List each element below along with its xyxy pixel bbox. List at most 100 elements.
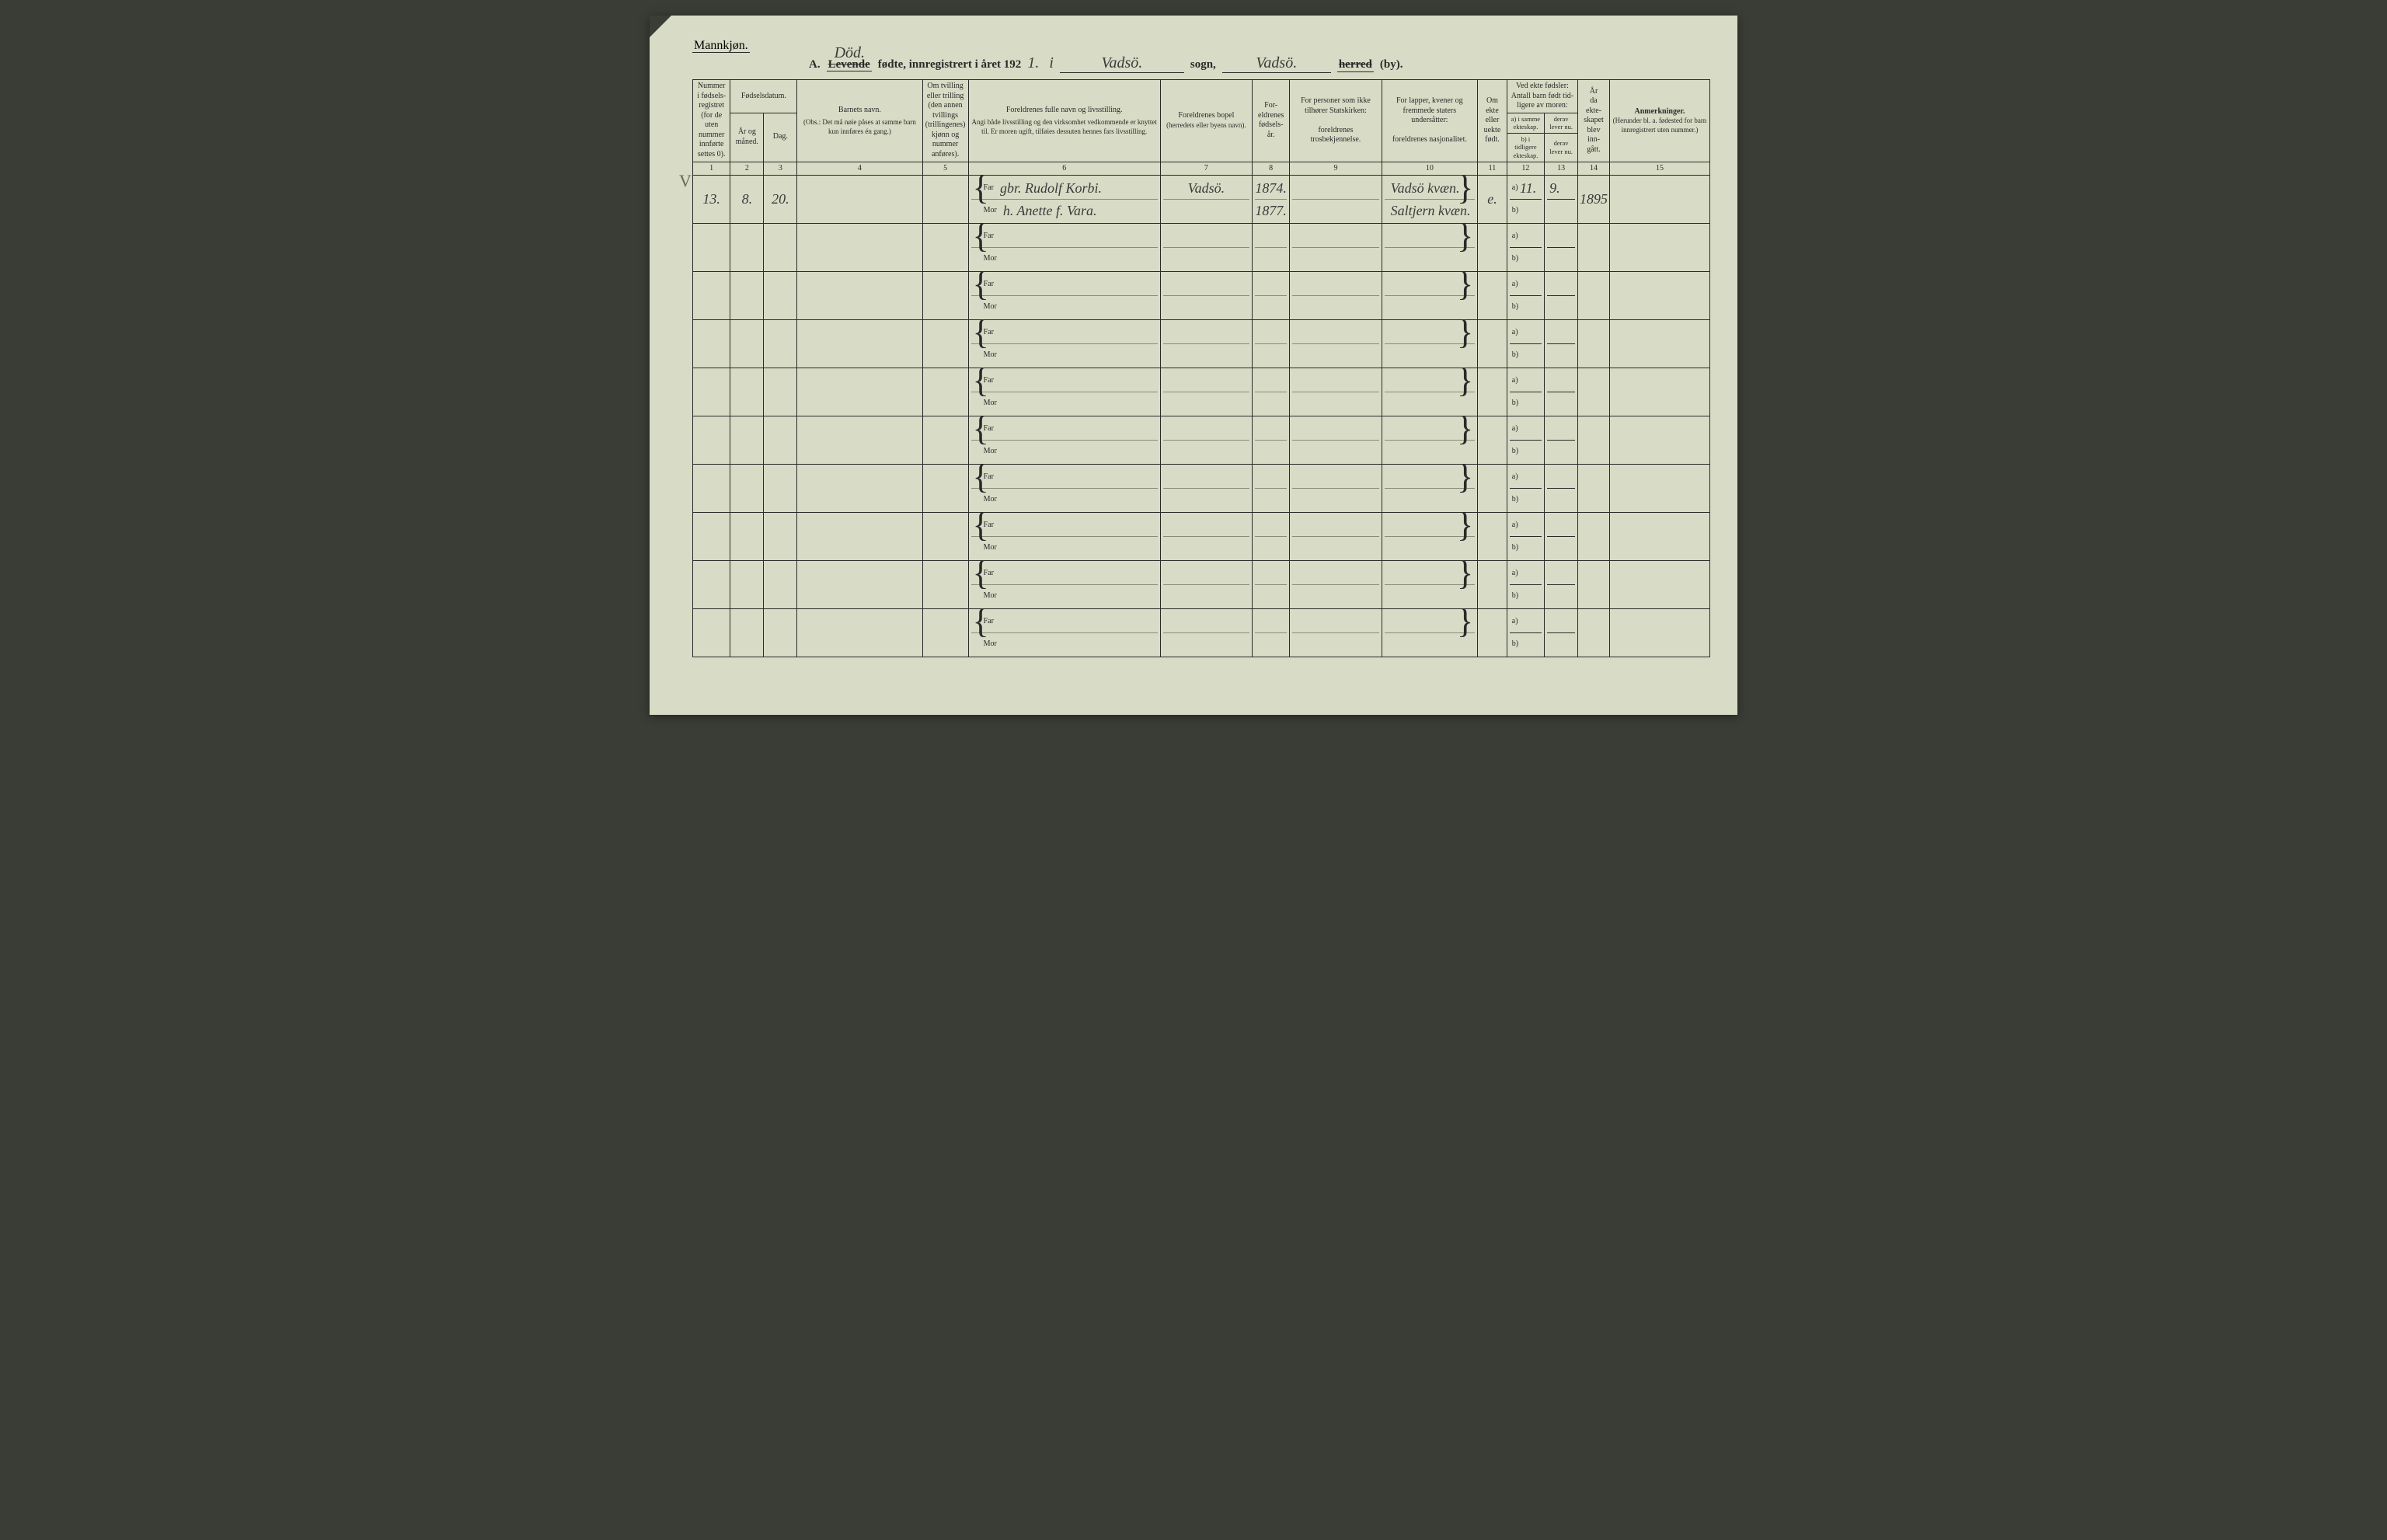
col-5-header: Om tvillingeller trilling(den annentvill… (922, 80, 968, 162)
cell: 13. (693, 176, 730, 224)
herred-value: Vadsö. (1222, 54, 1331, 73)
cell: } (1382, 609, 1478, 657)
cell (1160, 416, 1252, 465)
cell: 20. (764, 176, 797, 224)
cell (797, 609, 922, 657)
sogn-value: Vadsö. (1060, 54, 1184, 73)
table-row: {Far Mor } a) b) (693, 416, 1710, 465)
cell (693, 513, 730, 561)
table-row: {Far Mor } a) b) (693, 224, 1710, 272)
cell: a) b) (1507, 609, 1544, 657)
cell (1253, 561, 1290, 609)
cell (1290, 368, 1382, 416)
cell (1160, 561, 1252, 609)
cell: 8. (730, 176, 764, 224)
col-10-header: For lapper, kvener ogfremmede statersund… (1382, 80, 1478, 162)
cell (1290, 416, 1382, 465)
cell (922, 465, 968, 513)
table-row: {Far Mor } a) b) (693, 609, 1710, 657)
cell: 1874.1877. (1253, 176, 1290, 224)
cell (797, 320, 922, 368)
cell (1545, 368, 1578, 416)
cell (730, 513, 764, 561)
cell (730, 320, 764, 368)
cell (1478, 320, 1507, 368)
cell (764, 465, 797, 513)
col-6-header: Foreldrenes fulle navn og livsstilling. … (968, 80, 1160, 162)
cell (1160, 465, 1252, 513)
table-row: {Far Mor } a) b) (693, 465, 1710, 513)
cell: 9. (1545, 176, 1578, 224)
cell (1253, 609, 1290, 657)
cell (764, 416, 797, 465)
cell (1609, 465, 1709, 513)
cell (1478, 368, 1507, 416)
cell (1578, 561, 1610, 609)
cell: a) b) (1507, 224, 1544, 272)
cell (1290, 609, 1382, 657)
cell (797, 176, 922, 224)
herred-struck: herred (1337, 58, 1374, 72)
cell (1290, 176, 1382, 224)
prefix-a: A. (809, 58, 821, 71)
mannkjonn-label: Mannkjøn. (692, 39, 750, 53)
cell (797, 224, 922, 272)
cell (1578, 320, 1610, 368)
cell (922, 320, 968, 368)
column-number-row: 123 456 789 1011 1213 1415 (693, 162, 1710, 176)
cell (1545, 513, 1578, 561)
cell (1609, 513, 1709, 561)
fodte-text: fødte, innregistrert i året 192 (878, 58, 1022, 71)
cell (1478, 416, 1507, 465)
col-12-13-top: Ved ekte fødsler:Antall barn født tid- l… (1507, 80, 1577, 113)
cell (764, 320, 797, 368)
document-page: V Mannkjøn. A. Död. Levende fødte, innre… (650, 16, 1737, 715)
cell (693, 320, 730, 368)
cell (1478, 224, 1507, 272)
by-label: (by). (1380, 58, 1403, 71)
register-table: Nummeri fødsels-registret(for deutennumm… (692, 79, 1710, 657)
cell (1290, 465, 1382, 513)
cell (764, 272, 797, 320)
cell (1578, 465, 1610, 513)
header-title-line: A. Död. Levende fødte, innregistrert i å… (692, 54, 1710, 73)
col-11-header: Omekteelleruektefødt. (1478, 80, 1507, 162)
col-2b-header: Dag. (764, 113, 797, 162)
i-word: i (1049, 54, 1054, 72)
cell (797, 368, 922, 416)
cell (797, 272, 922, 320)
cell (1609, 368, 1709, 416)
cell (1478, 561, 1507, 609)
cell (1545, 416, 1578, 465)
cell (1290, 561, 1382, 609)
cell (764, 561, 797, 609)
cell (1578, 368, 1610, 416)
cell (1253, 320, 1290, 368)
cell (1545, 465, 1578, 513)
cell (922, 224, 968, 272)
cell (1160, 320, 1252, 368)
cell (1160, 513, 1252, 561)
cell (1578, 224, 1610, 272)
cell (764, 513, 797, 561)
col-15-header: Anmerkninger. (Herunder bl. a. fødested … (1609, 80, 1709, 162)
cell (1160, 609, 1252, 657)
cell (1545, 320, 1578, 368)
cell (1609, 561, 1709, 609)
cell: {Far Mor (968, 224, 1160, 272)
cell: 1895 (1578, 176, 1610, 224)
cell: {Far Mor (968, 416, 1160, 465)
cell: {Fargbr. Rudolf Korbi. Morh. Anette f. V… (968, 176, 1160, 224)
cell (1160, 224, 1252, 272)
cell (730, 561, 764, 609)
cell (797, 465, 922, 513)
sogn-label: sogn, (1190, 58, 1216, 71)
cell: {Far Mor (968, 561, 1160, 609)
cell (922, 272, 968, 320)
cell: a) b) (1507, 320, 1544, 368)
cell (1609, 609, 1709, 657)
table-row: 13.8.20. {Fargbr. Rudolf Korbi. Morh. An… (693, 176, 1710, 224)
cell (1478, 513, 1507, 561)
cell (1253, 272, 1290, 320)
cell (1478, 465, 1507, 513)
